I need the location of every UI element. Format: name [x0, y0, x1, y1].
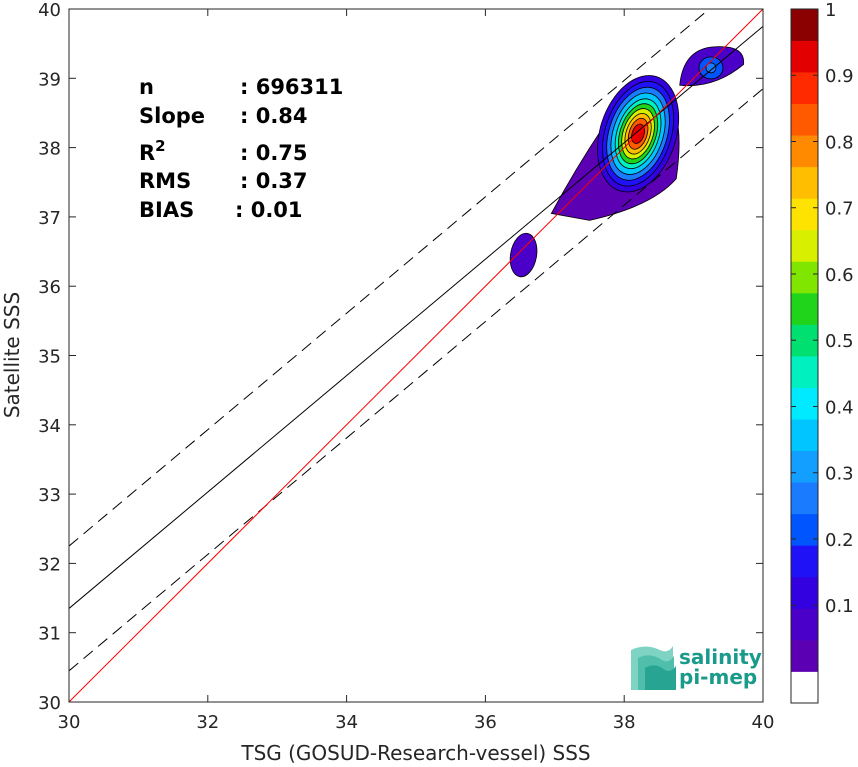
colorbar-segment: [791, 545, 818, 578]
y-axis-label: Satellite SSS: [0, 292, 24, 418]
x-tick-label: 34: [335, 712, 358, 733]
colorbar-segment: [791, 608, 818, 641]
x-tick-label: 30: [58, 712, 81, 733]
y-tick-label: 40: [38, 0, 61, 21]
colorbar-segment: [791, 72, 818, 105]
y-tick-label: 38: [38, 139, 61, 160]
x-tick-label: 36: [474, 712, 497, 733]
salinity-pi-mep-logo: salinity pi-mep: [631, 645, 762, 690]
colorbar-segment: [791, 671, 818, 704]
colorbar-segment: [791, 419, 818, 452]
colorbar-segment: [791, 450, 818, 483]
y-tick-label: 32: [38, 554, 61, 575]
y-tick-label: 34: [38, 416, 61, 437]
y-tick-label: 35: [38, 347, 61, 368]
colorbar-segment: [791, 166, 818, 199]
colorbar: 0.1 0.2 0.3 0.4 0.5 0.6 0.7 0.8 0.9 1: [790, 0, 854, 704]
logo-text-pi-mep: pi-mep: [679, 665, 757, 689]
colorbar-tick-label: 0.8: [825, 132, 854, 153]
colorbar-segment: [791, 387, 818, 420]
colorbar-segment: [791, 292, 818, 325]
colorbar-segment: [791, 356, 818, 388]
colorbar-segment: [791, 513, 818, 546]
colorbar-segment: [791, 639, 818, 672]
stat-value: : 0.37: [240, 169, 308, 193]
colorbar-segment: [791, 9, 818, 41]
axis-ticks: 30 32 34 36 38 40 30 31 32 33 34 35 36 37 38 39 40: [38, 0, 774, 733]
colorbar-tick-label: 0.3: [825, 464, 854, 485]
colorbar-segment: [791, 103, 818, 136]
colorbar-segment: [791, 482, 818, 515]
y-tick-label: 39: [38, 69, 61, 90]
stat-label: RMS: [139, 169, 191, 193]
colorbar-segment: [791, 229, 818, 262]
colorbar-tick-label: 0.9: [825, 66, 854, 87]
stat-value: : 696311: [240, 75, 343, 99]
y-tick-label: 36: [38, 277, 61, 298]
y-tick-label: 33: [38, 485, 61, 506]
colorbar-tick-label: 0.7: [825, 199, 854, 220]
stat-label: n: [139, 75, 154, 99]
reference-lines: [69, 9, 763, 702]
x-axis-label: TSG (GOSUD-Research-vessel) SSS: [240, 741, 590, 765]
colorbar-tick-label: 0.6: [825, 265, 854, 286]
logo-text-salinity: salinity: [679, 645, 762, 669]
colorbar-tick-label: 0.5: [825, 331, 854, 352]
colorbar-tick-label: 0.4: [825, 397, 854, 418]
stat-value: : 0.84: [240, 104, 308, 128]
y-tick-label: 31: [38, 624, 61, 645]
colorbar-frame: [790, 8, 819, 704]
stat-label: Slope: [139, 104, 205, 128]
colorbar-segment: [791, 135, 818, 168]
identity-line: [69, 9, 763, 702]
density-contour-secondary-core: [705, 62, 717, 74]
logo-wave-icon: [631, 646, 676, 690]
colorbar-segment: [791, 261, 818, 294]
colorbar-segment: [791, 40, 818, 73]
colorbar-tick-label: 0.1: [825, 596, 854, 617]
colorbar-segment: [791, 198, 818, 231]
colorbar-segment: [791, 576, 818, 609]
stat-value: : 0.01: [235, 198, 303, 222]
stat-label-superscript: 2: [155, 137, 165, 155]
stat-label: BIAS: [139, 198, 194, 222]
colorbar-tick-label: 0.2: [825, 530, 854, 551]
regression-line: [69, 25, 763, 609]
y-tick-label: 30: [38, 693, 61, 714]
y-tick-label: 37: [38, 208, 61, 229]
x-tick-label: 32: [196, 712, 219, 733]
x-tick-label: 38: [613, 712, 636, 733]
colorbar-tick-label: 1: [825, 0, 836, 21]
density-contour-small: [509, 232, 538, 278]
stat-value: : 0.75: [240, 141, 308, 165]
x-tick-label: 40: [752, 712, 775, 733]
